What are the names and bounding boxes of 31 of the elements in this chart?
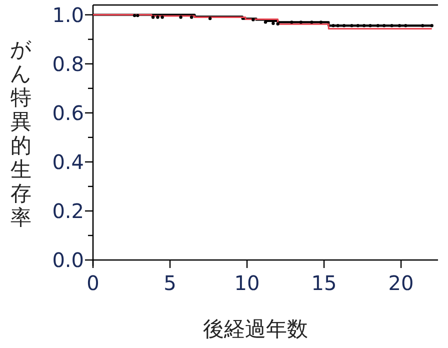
x-tick-label: 20: [388, 271, 414, 295]
point: [151, 16, 155, 19]
point: [252, 18, 255, 22]
x-axis-title: 後経過年数: [203, 317, 308, 341]
point: [299, 20, 303, 24]
y-tick-label: 0.2: [52, 198, 84, 223]
point: [430, 24, 434, 28]
y-tick-label: 1.0: [52, 2, 84, 27]
x-tick-label: 5: [164, 271, 176, 295]
x-tick-label: 10: [234, 271, 260, 295]
x-tick-label: 0: [86, 271, 100, 295]
point: [136, 14, 140, 18]
point: [160, 16, 164, 19]
point: [190, 16, 194, 19]
point: [319, 20, 323, 24]
y-tick-label: 0.4: [52, 150, 84, 174]
point: [264, 20, 268, 24]
point: [179, 16, 182, 19]
point: [290, 20, 294, 24]
y-tick-label: 0.6: [52, 100, 84, 125]
point: [310, 20, 314, 24]
y-tick-label: 0.8: [52, 52, 84, 76]
point: [276, 22, 280, 26]
point: [132, 14, 136, 18]
point: [208, 16, 212, 20]
x-tick-label: 15: [311, 271, 337, 295]
point: [156, 16, 160, 19]
point: [272, 22, 275, 25]
point: [332, 24, 335, 28]
y-axis-title: がん特異的生存率: [10, 38, 32, 230]
y-tick-label: 0.0: [52, 248, 84, 272]
